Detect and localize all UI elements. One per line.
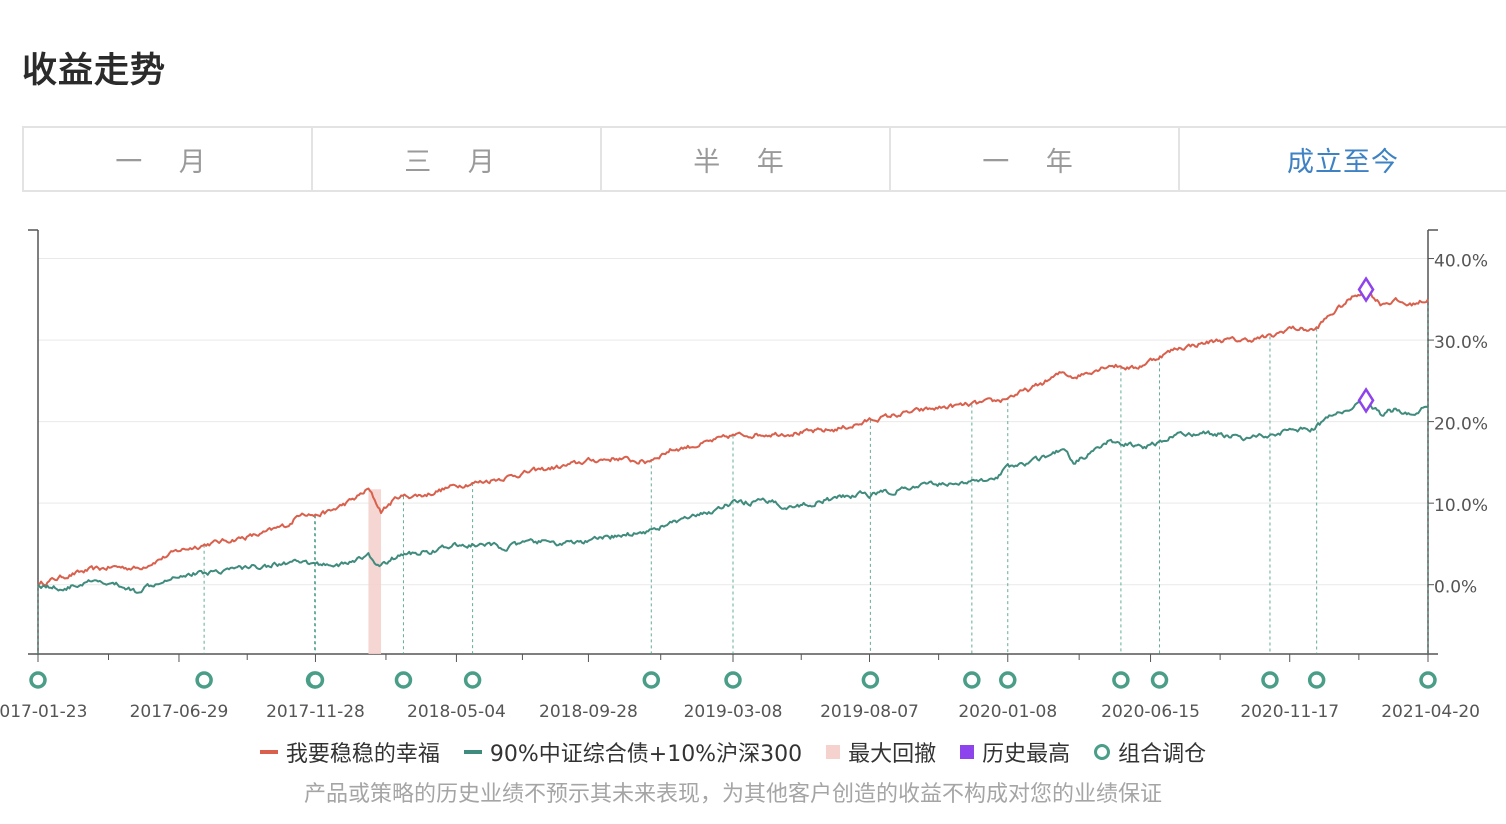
legend-swatch-portfolio (259, 750, 278, 754)
period-tabs: 一 月 三 月 半 年 一 年 成立至今 (22, 126, 1506, 192)
tab-one-month[interactable]: 一 月 (24, 128, 313, 190)
rebalance-marker[interactable] (306, 671, 325, 689)
legend-label-drawdown: 最大回撤 (848, 742, 937, 767)
page-title: 收益走势 (22, 51, 167, 91)
legend-item-benchmark[interactable]: 90%中证综合债+10%沪深300 (463, 736, 803, 768)
series-line-benchmark (37, 399, 1429, 594)
x-tick-label: 2018-05-04 (407, 702, 506, 722)
x-tick-label: 2020-01-08 (958, 702, 1057, 722)
y-tick-label: 0.0% (1434, 578, 1477, 598)
rebalance-marker[interactable] (1307, 671, 1326, 689)
tab-one-year[interactable]: 一 年 (891, 128, 1180, 190)
rebalance-marker[interactable] (861, 671, 880, 689)
rebalance-marker[interactable] (1419, 671, 1437, 689)
x-tick-label: 2019-03-08 (684, 702, 783, 722)
rebalance-marker[interactable] (1150, 671, 1169, 689)
rebalance-marker[interactable] (1261, 671, 1279, 689)
legend-item-historical-high[interactable]: 历史最高 (960, 736, 1070, 768)
x-tick-label: 2021-04-20 (1381, 702, 1480, 722)
legend-swatch-benchmark (463, 750, 482, 754)
legend-item-portfolio[interactable]: 我要稳稳的幸福 (259, 736, 440, 768)
series-line-portfolio (37, 288, 1429, 587)
max-drawdown-band (368, 489, 382, 654)
x-tick-label: 2020-11-17 (1240, 702, 1339, 722)
rebalance-marker[interactable] (1112, 671, 1130, 689)
y-tick-label: 40.0% (1434, 252, 1488, 272)
legend-item-rebalance[interactable]: 组合调仓 (1094, 736, 1206, 768)
chart-legend: 我要稳稳的幸福 90%中证综合债+10%沪深300 最大回撤 历史最高 组合调仓 (0, 736, 1466, 768)
legend-label-rebalance: 组合调仓 (1118, 742, 1207, 767)
legend-swatch-rebalance (1094, 744, 1111, 760)
x-tick-label: 2019-08-07 (820, 702, 919, 722)
rebalance-marker[interactable] (463, 671, 482, 689)
x-tick-label: 2017-11-28 (266, 702, 365, 722)
x-tick-label: 2017-06-29 (130, 702, 229, 722)
rebalance-marker[interactable] (394, 671, 413, 689)
legend-swatch-drawdown (826, 745, 841, 759)
legend-label-benchmark: 90%中证综合债+10%沪深300 (489, 742, 803, 767)
legend-item-max-drawdown[interactable]: 最大回撤 (826, 736, 936, 768)
rebalance-marker[interactable] (724, 671, 742, 689)
returns-chart: 0.0% 10.0% 20.0% 30.0% 40.0% 2017-01-23 2017-0… (0, 229, 1488, 722)
legend-label-portfolio: 我要稳稳的幸福 (285, 742, 440, 767)
y-tick-label: 30.0% (1434, 333, 1488, 353)
rebalance-marker[interactable] (999, 671, 1017, 689)
y-tick-label: 20.0% (1434, 415, 1488, 435)
legend-swatch-peak (960, 745, 975, 759)
y-tick-label: 10.0% (1434, 496, 1488, 516)
tab-half-year[interactable]: 半 年 (602, 128, 891, 190)
rebalance-marker[interactable] (195, 671, 213, 689)
historical-high-marker (1357, 276, 1375, 303)
rebalance-marker[interactable] (29, 671, 47, 689)
rebalance-marker[interactable] (642, 671, 661, 689)
tab-three-months[interactable]: 三 月 (313, 128, 602, 190)
x-tick-label: 2018-09-28 (539, 702, 638, 722)
rebalance-marker[interactable] (963, 671, 981, 689)
historical-high-marker (1357, 387, 1375, 414)
tab-since-inception[interactable]: 成立至今 (1287, 146, 1399, 178)
x-tick-label: 2017-01-23 (0, 702, 87, 722)
x-tick-label: 2020-06-15 (1101, 702, 1200, 722)
disclaimer-text: 产品或策略的历史业绩不预示其未来表现，为其他客户创造的收益不构成对您的业绩保证 (303, 782, 1162, 807)
legend-label-peak: 历史最高 (982, 742, 1071, 767)
